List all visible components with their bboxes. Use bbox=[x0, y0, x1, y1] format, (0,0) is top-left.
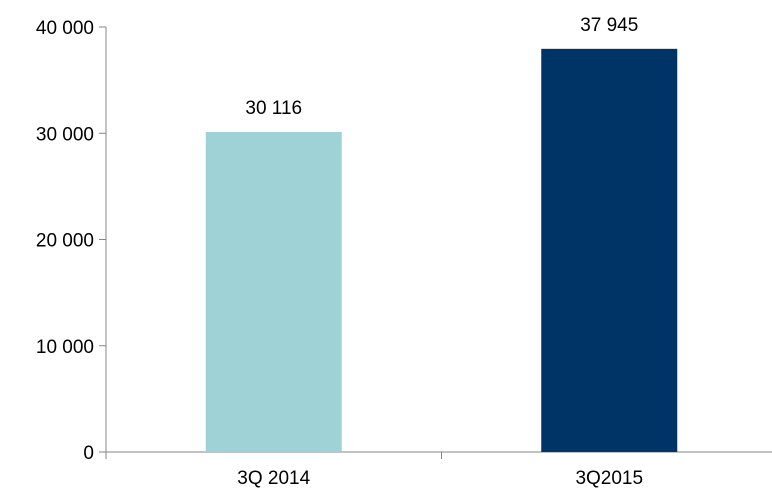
bars bbox=[205, 48, 678, 452]
y-tick-label: 10 000 bbox=[36, 337, 94, 358]
y-tick-label: 40 000 bbox=[36, 18, 94, 39]
y-axis: 0 10 000 20 000 30 000 40 000 bbox=[36, 18, 107, 464]
x-tick-label: 3Q 2014 bbox=[237, 468, 310, 489]
data-label: 37 945 bbox=[580, 15, 638, 36]
x-tick-label: 3Q2015 bbox=[575, 468, 643, 489]
y-tick-label: 20 000 bbox=[36, 231, 94, 252]
x-axis: 3Q 2014 3Q2015 bbox=[105, 451, 772, 489]
y-tick-label: 30 000 bbox=[36, 124, 94, 145]
y-tick-label: 0 bbox=[83, 443, 94, 464]
bar bbox=[205, 132, 342, 452]
data-label: 30 116 bbox=[245, 98, 302, 119]
bar bbox=[541, 48, 678, 452]
data-labels: 30 116 37 945 bbox=[245, 15, 638, 119]
